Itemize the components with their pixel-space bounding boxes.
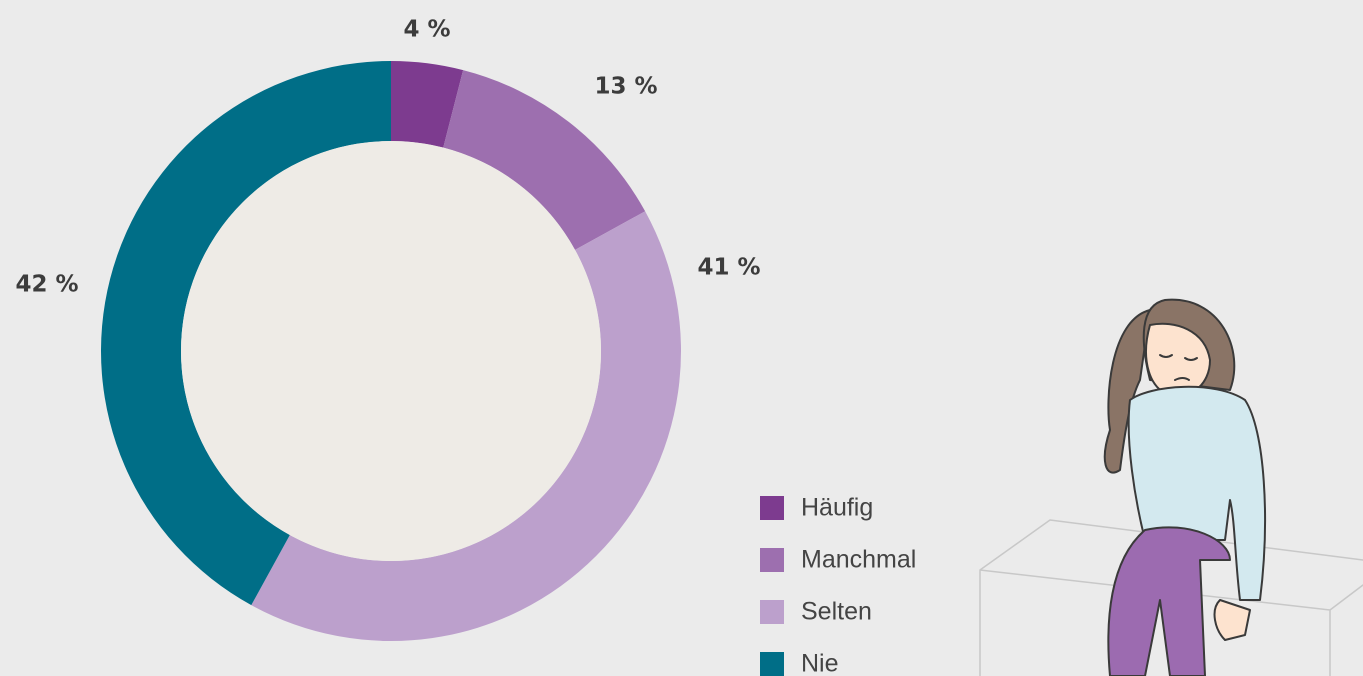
donut-segment (443, 70, 646, 250)
illustration (979, 298, 1363, 676)
legend-swatch (760, 548, 784, 572)
legend-label: Nie (801, 650, 839, 676)
donut-segment (391, 61, 464, 148)
value-label: 13 % (594, 74, 657, 100)
donut-segment (100, 61, 391, 606)
value-label: 41 % (697, 255, 760, 281)
donut-segment (251, 211, 682, 642)
legend-swatch (760, 496, 784, 520)
legend-label: Häufig (801, 494, 873, 522)
legend-label: Manchmal (801, 546, 916, 574)
value-label: 42 % (15, 272, 78, 298)
donut-hole (181, 141, 601, 561)
legend-label: Selten (801, 598, 872, 626)
legend-swatch (760, 652, 784, 676)
value-label: 4 % (403, 17, 450, 43)
legend-swatch (760, 600, 784, 624)
